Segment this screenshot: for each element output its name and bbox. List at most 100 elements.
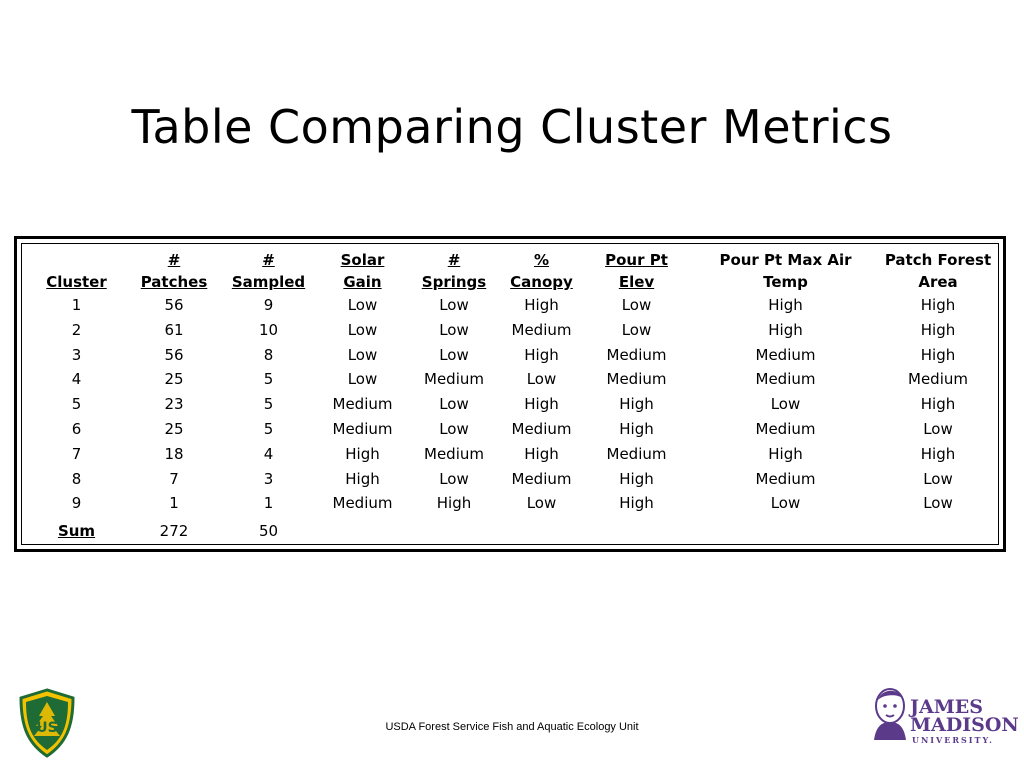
cell-springs: Medium [424,444,484,463]
cell-elev: Low [621,320,652,339]
cell-sampled: 4 [263,444,274,463]
jmu-logo-line3: UNIVERSITY. [912,735,994,745]
cell-solar: Low [347,345,378,364]
cell-cluster: 5 [71,395,82,414]
cell-springs: Low [439,296,469,314]
cell-canopy: High [524,444,559,463]
cell-elev: High [619,469,654,488]
cell-springs: Low [439,395,469,414]
sum-row: Sum 272 50 [22,516,998,546]
sum-empty [405,516,503,546]
header-row-1: # # Solar # % Pour Pt Pour Pt Max Air Pa… [22,249,998,271]
usfs-shield-logo: US [19,688,75,758]
cell-cluster: 9 [71,494,82,513]
header-airtemp-line1: Pour Pt Max Air [719,251,852,269]
cell-canopy: Low [526,370,557,389]
header-airtemp: Temp [763,273,808,291]
cell-airtemp: Medium [755,419,816,438]
cell-elev: High [619,419,654,438]
header-elev-line1: Pour Pt [605,251,668,269]
cell-patches: 25 [164,419,184,438]
cell-cluster: 2 [71,320,82,339]
cell-elev: Low [621,296,652,314]
sum-empty [503,516,580,546]
cell-airtemp: Low [770,395,801,414]
cell-canopy: Medium [511,419,572,438]
cell-patches: 18 [164,444,184,463]
cell-canopy: Medium [511,320,572,339]
cell-cluster: 6 [71,419,82,438]
header-elev: Elev [618,273,655,291]
header-springs-line1: # [447,251,461,269]
cell-springs: Low [439,469,469,488]
table-row: 3 56 8 Low Low High Medium Medium High [22,343,998,368]
cell-airtemp: High [768,296,803,314]
cell-forest: Medium [908,370,968,389]
cell-solar: High [345,444,380,463]
cell-sampled: 5 [263,395,274,414]
cluster-metrics-table-frame: # # Solar # % Pour Pt Pour Pt Max Air Pa… [14,236,1006,552]
cell-forest: Low [923,494,953,513]
cell-airtemp: Low [770,494,801,513]
cell-airtemp: Medium [755,469,816,488]
cell-sampled: 5 [263,419,274,438]
table-row: 1 56 9 Low Low High Low High High [22,293,998,318]
cell-elev: Medium [606,370,667,389]
cell-solar: Medium [332,395,393,414]
cell-canopy: Medium [511,469,572,488]
cell-airtemp: High [768,320,803,339]
slide-title: Table Comparing Cluster Metrics [131,100,893,154]
table-body: 1 56 9 Low Low High Low High High 2 61 1… [22,293,998,546]
cell-cluster: 3 [71,345,82,364]
cell-cluster: 4 [71,370,82,389]
sum-empty [693,516,878,546]
sum-sampled: 50 [258,522,279,541]
cell-sampled: 8 [263,345,274,364]
jmu-portrait-icon [874,688,906,740]
cell-patches: 56 [164,296,184,314]
sum-patches: 272 [159,522,189,541]
sum-empty [580,516,693,546]
table-row: 2 61 10 Low Low Medium Low High High [22,318,998,343]
cell-forest: Low [923,419,953,438]
header-sampled-line1: # [262,251,275,269]
usfs-logo-text: US [36,720,57,736]
cell-patches: 1 [169,494,179,513]
cell-forest: High [920,296,956,314]
cell-forest: Low [923,469,953,488]
cell-patches: 56 [164,345,184,364]
header-forest-line1: Patch Forest [884,251,992,269]
table-row: 4 25 5 Low Medium Low Medium Medium Medi… [22,367,998,392]
cell-elev: High [619,494,654,513]
cell-elev: Medium [606,345,667,364]
cell-forest: High [920,395,956,414]
cell-solar: Low [347,320,378,339]
cell-solar: Low [347,296,378,314]
header-cluster-line1 [22,249,131,271]
table-inner-border: # # Solar # % Pour Pt Pour Pt Max Air Pa… [21,243,999,545]
cell-solar: Medium [332,419,393,438]
cell-sampled: 3 [263,469,274,488]
cell-elev: High [619,395,654,414]
cell-airtemp: Medium [755,345,816,364]
cell-canopy: Low [526,494,557,513]
header-canopy: Canopy [510,273,573,291]
cell-cluster: 1 [71,296,82,314]
cell-springs: Low [439,345,469,364]
cell-forest: High [920,444,956,463]
header-row-2: Cluster Patches Sampled Gain Springs Can… [22,271,998,293]
jmu-logo-line2: MADISON [910,714,1019,736]
cell-forest: High [920,320,956,339]
table-row: 5 23 5 Medium Low High High Low High [22,392,998,417]
cell-canopy: High [524,345,559,364]
cell-airtemp: Medium [755,370,816,389]
cell-patches: 25 [164,370,184,389]
header-forest: Area [918,273,958,291]
cell-springs: Low [439,320,469,339]
header-solar-line1: Solar [340,251,385,269]
table-row: 7 18 4 High Medium High Medium High High [22,442,998,467]
header-solar: Gain [343,273,382,291]
cell-sampled: 5 [263,370,274,389]
cell-springs: High [436,494,472,513]
cell-springs: Medium [424,370,484,389]
